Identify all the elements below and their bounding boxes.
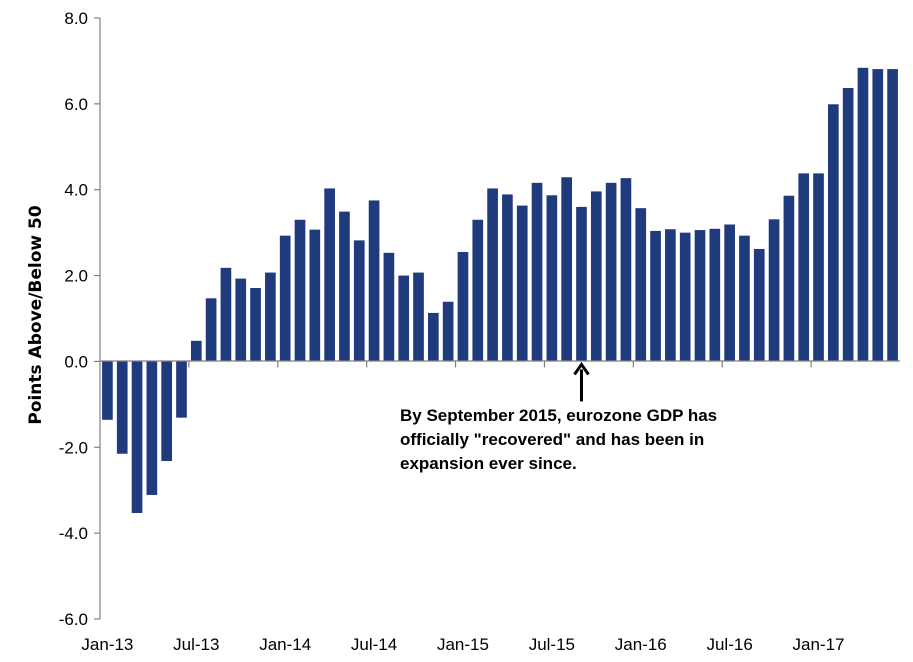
bar-Jul-15 [546, 195, 558, 362]
bar-Oct-14 [413, 272, 424, 362]
bar-Jun-15 [531, 182, 543, 362]
y-tick-label: 0.0 [64, 352, 88, 371]
annotation-text: By September 2015, eurozone GDP has offi… [400, 404, 800, 476]
bar-Nov-14 [428, 312, 439, 362]
x-tick-label: Jan-13 [81, 635, 133, 654]
bar-Jan-15 [457, 251, 469, 362]
x-tick-label: Jul-16 [706, 635, 752, 654]
bar-Dec-16 [798, 173, 810, 362]
bar-Sep-13 [220, 267, 232, 362]
bar-May-14 [339, 211, 350, 362]
bar-Mar-15 [487, 188, 498, 362]
annotation-line: officially "recovered" and has been in [400, 430, 705, 449]
bar-Mar-17 [842, 87, 854, 362]
bar-Feb-13 [116, 361, 128, 454]
bar-Dec-15 [620, 178, 632, 362]
bar-Jul-13 [190, 340, 202, 362]
bar-Jul-16 [724, 224, 735, 362]
bar-Sep-15 [576, 206, 587, 362]
bar-Apr-15 [502, 194, 513, 362]
bar-Apr-17 [857, 67, 869, 362]
bar-Feb-15 [472, 219, 484, 362]
bar-Mar-14 [309, 229, 321, 362]
x-tick-label: Jul-13 [173, 635, 219, 654]
bar-Mar-13 [131, 361, 143, 513]
bar-Dec-13 [265, 272, 276, 362]
x-tick-label: Jul-15 [529, 635, 575, 654]
x-tick-label: Jan-14 [259, 635, 311, 654]
bar-May-17 [872, 69, 884, 362]
bar-Jun-13 [176, 361, 187, 418]
bar-Aug-14 [383, 252, 395, 362]
bar-Nov-13 [250, 288, 261, 362]
x-tick-label: Jan-16 [615, 635, 667, 654]
annotation-arrow [573, 361, 590, 402]
y-axis-title: Points Above/Below 50 [26, 205, 46, 425]
bar-Aug-16 [739, 235, 750, 362]
bar-Oct-16 [768, 219, 780, 362]
bar-Feb-16 [650, 230, 661, 362]
x-ticks: Jan-13 Jul-13 Jan-14 Jul-14 Jan-15 Jul-15 Jan-… [81, 361, 845, 654]
bar-May-15 [516, 205, 528, 362]
y-ticks: 8.0 6.0 4.0 2.0 0.0 -2.0 -4.0 -6.0 [59, 9, 100, 629]
bar-Jul-14 [368, 200, 380, 362]
bar-Jan-14 [279, 235, 291, 362]
bar-Aug-15 [561, 177, 572, 362]
arrow-head [573, 361, 590, 376]
y-tick-label: 6.0 [64, 95, 88, 114]
bar-Jan-13 [102, 361, 113, 420]
y-tick-label: 4.0 [64, 181, 88, 200]
y-tick-label: -4.0 [59, 524, 88, 543]
annotation-line: By September 2015, eurozone GDP has [400, 406, 718, 425]
y-tick-label: 2.0 [64, 267, 88, 286]
bar-Jun-16 [709, 228, 721, 362]
bar-Jun-17 [887, 69, 898, 362]
bar-Mar-16 [665, 229, 676, 362]
bar-Jan-16 [635, 208, 647, 362]
bar-May-16 [694, 230, 706, 362]
x-tick-label: Jan-17 [793, 635, 845, 654]
bar-Nov-16 [783, 195, 795, 362]
bar-Apr-13 [146, 361, 158, 495]
bar-Oct-15 [590, 191, 602, 362]
bar-Oct-13 [235, 278, 247, 362]
bar-Jun-14 [353, 240, 365, 362]
bar-Aug-13 [205, 298, 217, 362]
x-tick-label: Jul-14 [351, 635, 397, 654]
bar-Apr-14 [324, 188, 335, 362]
y-tick-label: 8.0 [64, 9, 88, 28]
bar-Nov-15 [605, 182, 617, 362]
bar-series [102, 67, 898, 513]
bar-Jan-17 [813, 173, 824, 362]
y-tick-label: -6.0 [59, 610, 88, 629]
x-tick-label: Jan-15 [437, 635, 489, 654]
bar-Dec-14 [442, 301, 454, 362]
y-tick-label: -2.0 [59, 438, 88, 457]
bar-Feb-17 [828, 104, 839, 362]
bar-Sep-16 [753, 248, 765, 362]
annotation-line: expansion ever since. [400, 454, 577, 473]
bar-Sep-14 [398, 275, 410, 362]
bar-Feb-14 [294, 219, 306, 362]
bar-Apr-16 [679, 232, 691, 362]
bar-May-13 [161, 361, 172, 462]
